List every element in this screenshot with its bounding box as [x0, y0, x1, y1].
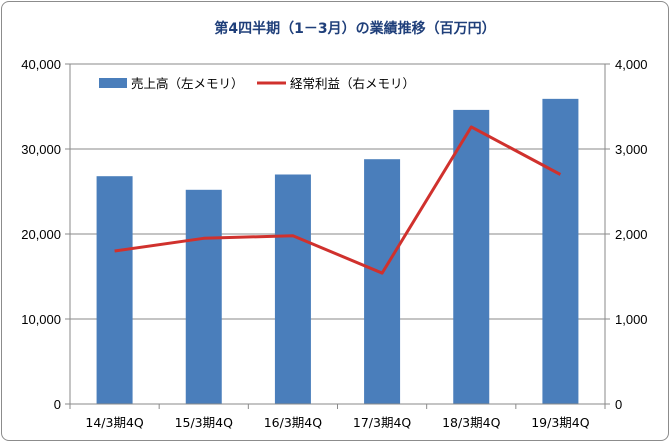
x-tick-label: 15/3期4Q	[175, 415, 234, 430]
x-tick-label: 17/3期4Q	[353, 415, 412, 430]
x-tick-label: 16/3期4Q	[264, 415, 323, 430]
bar-14/3期4Q	[96, 176, 133, 404]
bar-15/3期4Q	[185, 189, 222, 404]
x-tick-label: 19/3期4Q	[531, 415, 590, 430]
left-tick-label: 10,000	[21, 312, 61, 327]
line-ordinary-profit	[114, 125, 562, 275]
left-tick-label: 0	[54, 397, 61, 412]
x-tick-label: 18/3期4Q	[442, 415, 501, 430]
right-tick-label: 2,000	[615, 227, 648, 242]
bar-series	[96, 98, 579, 405]
bar-18/3期4Q	[453, 109, 490, 405]
right-tick-label: 0	[615, 397, 622, 412]
x-tick-label: 14/3期4Q	[85, 415, 144, 430]
legend-line-label: 経常利益（右メモリ）	[290, 76, 415, 91]
right-tick-label: 1,000	[615, 312, 648, 327]
bar-16/3期4Q	[274, 174, 311, 404]
right-tick-label: 3,000	[615, 142, 648, 157]
bar-19/3期4Q	[542, 98, 579, 404]
legend-bar-label: 売上高（左メモリ）	[131, 76, 244, 91]
legend-bar-swatch	[99, 78, 127, 88]
legend: 売上高（左メモリ） 経常利益（右メモリ）	[99, 76, 415, 91]
right-tick-label: 4,000	[615, 57, 648, 72]
left-tick-label: 40,000	[21, 57, 61, 72]
bar-17/3期4Q	[364, 159, 401, 404]
left-tick-label: 20,000	[21, 227, 61, 242]
line-series	[114, 125, 562, 275]
axes	[65, 63, 610, 409]
chart-title: 第4四半期（1－3月）の業績推移（百万円）	[214, 20, 495, 37]
tick-labels: 0 10,000 20,000 30,000 40,000 0 1,000 2,000 3,00…	[21, 57, 647, 430]
left-tick-label: 30,000	[21, 142, 61, 157]
gridlines	[70, 63, 605, 320]
